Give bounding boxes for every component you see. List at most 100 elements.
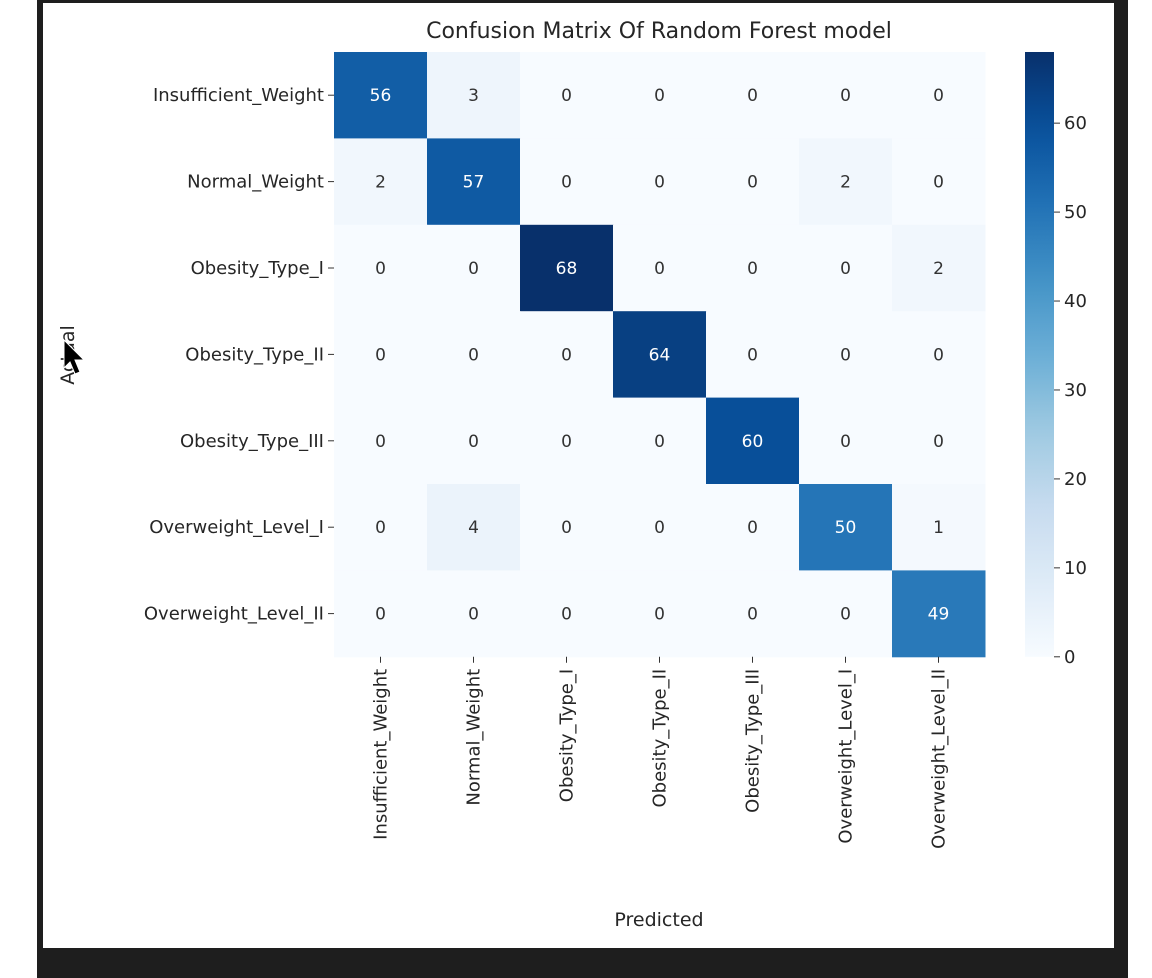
cell-value-label: 57	[463, 173, 485, 193]
cell-value-label: 0	[933, 432, 944, 452]
cell-value-label: 0	[375, 518, 386, 538]
x-tick-label: Overweight_Level_I	[836, 669, 857, 844]
colorbar-tick-label: 30	[1064, 380, 1087, 401]
heatmap-cell	[892, 570, 986, 658]
colorbar-tick-label: 50	[1064, 202, 1087, 223]
heatmap-cell	[427, 397, 521, 485]
cell-value-label: 0	[747, 345, 758, 365]
heatmap-cell	[892, 138, 986, 226]
heatmap-cell	[706, 397, 800, 485]
heatmap-cell	[706, 224, 800, 312]
cell-value-label: 2	[840, 173, 851, 193]
heatmap-cell	[427, 570, 521, 658]
heatmap-cell	[892, 224, 986, 312]
cell-value-label: 60	[742, 432, 764, 452]
heatmap-cell	[799, 224, 893, 312]
y-tick-label: Overweight_Level_II	[144, 604, 324, 625]
heatmap-cell	[613, 138, 707, 226]
cell-value-label: 0	[840, 605, 851, 625]
colorbar	[1025, 52, 1054, 657]
heatmap-cell	[799, 397, 893, 485]
x-axis-label: Predicted	[614, 909, 703, 931]
cell-value-label: 0	[840, 345, 851, 365]
cell-value-label: 0	[375, 432, 386, 452]
heatmap-cell	[613, 52, 707, 139]
cell-value-label: 0	[747, 86, 758, 106]
heatmap-cell	[892, 484, 986, 571]
cell-value-label: 0	[654, 518, 665, 538]
cell-value-label: 50	[835, 518, 857, 538]
cell-value-label: 1	[933, 518, 944, 538]
cell-value-label: 0	[840, 259, 851, 279]
heatmap-cell	[706, 52, 800, 139]
heatmap-cell	[334, 224, 428, 312]
heatmap-cell	[520, 138, 614, 226]
colorbar-tick-label: 0	[1064, 647, 1075, 668]
heatmap-cell	[334, 397, 428, 485]
cell-value-label: 0	[561, 86, 572, 106]
colorbar-tick-label: 10	[1064, 558, 1087, 579]
cell-value-label: 0	[561, 518, 572, 538]
heatmap-cell	[892, 397, 986, 485]
heatmap-cell	[799, 570, 893, 658]
heatmap-cell	[334, 484, 428, 571]
cell-value-label: 0	[840, 432, 851, 452]
heatmap-cell	[799, 138, 893, 226]
cell-value-label: 2	[933, 259, 944, 279]
cell-value-label: 0	[468, 259, 479, 279]
heatmap-cell	[799, 311, 893, 399]
y-tick-label: Normal_Weight	[187, 172, 324, 193]
heatmap-cell	[706, 484, 800, 571]
cell-value-label: 0	[747, 173, 758, 193]
heatmap-cell	[520, 224, 614, 312]
heatmap-cell	[427, 52, 521, 139]
heatmap-cell	[520, 52, 614, 139]
heatmap-cell	[520, 484, 614, 571]
y-tick-label: Obesity_Type_I	[191, 258, 324, 279]
heatmap-cell	[613, 397, 707, 485]
cell-value-label: 0	[561, 432, 572, 452]
cell-value-label: 0	[561, 173, 572, 193]
x-tick-label: Normal_Weight	[464, 669, 485, 806]
cell-value-label: 0	[933, 86, 944, 106]
heatmap-cell	[799, 52, 893, 139]
x-tick-label: Obesity_Type_III	[743, 669, 764, 813]
cell-value-label: 0	[747, 259, 758, 279]
colorbar-tick-label: 20	[1064, 469, 1087, 490]
heatmap-cell	[427, 224, 521, 312]
heatmap-cell	[799, 484, 893, 571]
colorbar-tick-label: 40	[1064, 291, 1087, 312]
cell-value-label: 0	[654, 432, 665, 452]
heatmap-cell	[520, 311, 614, 399]
chart-title: Confusion Matrix Of Random Forest model	[426, 19, 892, 44]
cell-value-label: 0	[468, 432, 479, 452]
cell-value-label: 0	[375, 605, 386, 625]
y-tick-label: Overweight_Level_I	[149, 517, 324, 538]
cell-value-label: 0	[468, 345, 479, 365]
x-tick-label: Insufficient_Weight	[371, 669, 392, 840]
x-tick-label: Obesity_Type_I	[557, 669, 578, 802]
cell-value-label: 0	[375, 345, 386, 365]
cell-value-label: 56	[370, 86, 392, 106]
y-tick-label: Obesity_Type_II	[185, 344, 324, 365]
heatmap-cell	[706, 311, 800, 399]
heatmap-cell	[613, 570, 707, 658]
cell-value-label: 0	[468, 605, 479, 625]
cell-value-label: 0	[747, 518, 758, 538]
cell-value-label: 64	[649, 345, 671, 365]
y-tick-label: Insufficient_Weight	[153, 85, 324, 106]
heatmap-cell	[427, 484, 521, 571]
heatmap-cell	[334, 311, 428, 399]
heatmap-cell	[613, 311, 707, 399]
heatmap-cell	[427, 138, 521, 226]
cell-value-label: 0	[561, 345, 572, 365]
cell-value-label: 0	[933, 173, 944, 193]
y-tick-label: Obesity_Type_III	[180, 431, 324, 452]
cell-value-label: 2	[375, 173, 386, 193]
heatmap-cell	[613, 484, 707, 571]
heatmap-cell	[520, 570, 614, 658]
cell-value-label: 0	[933, 345, 944, 365]
cell-value-label: 68	[556, 259, 578, 279]
mouse-pointer-icon	[63, 338, 86, 375]
heatmap-cell	[427, 311, 521, 399]
